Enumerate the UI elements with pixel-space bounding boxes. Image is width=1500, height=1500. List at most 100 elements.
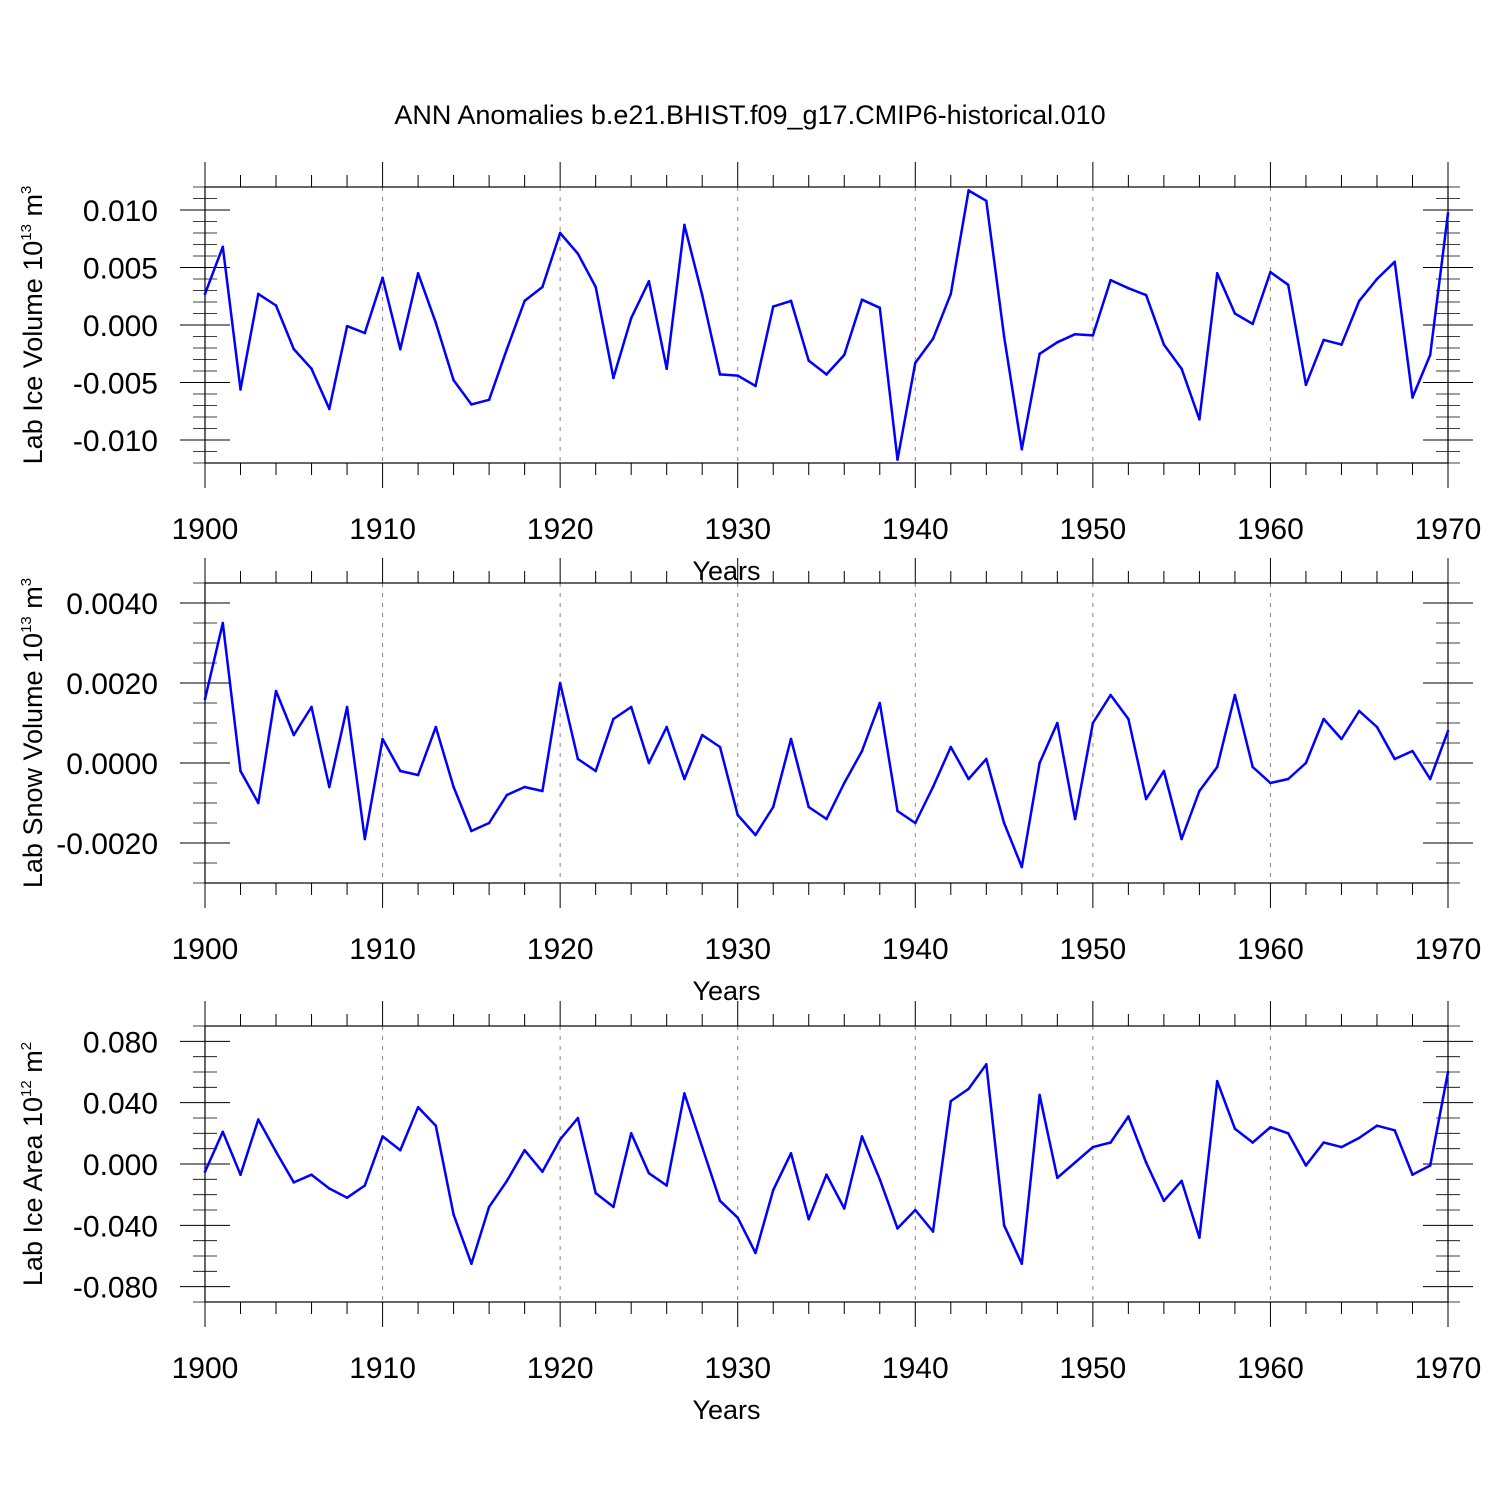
data-point [1091, 334, 1095, 337]
data-point [399, 1148, 402, 1152]
data-point [700, 1145, 704, 1149]
plot-frame [204, 186, 1449, 464]
data-point [1322, 717, 1325, 721]
data-point [1127, 1115, 1130, 1118]
data-point [665, 725, 668, 729]
data-point [256, 292, 260, 296]
data-point [931, 1230, 935, 1233]
data-point [1269, 270, 1272, 274]
data-point [399, 769, 402, 773]
y-axis-label: Lab Snow Volume 1013 m3 [18, 578, 48, 888]
x-tick-label: 1920 [527, 1352, 594, 1385]
data-point [807, 1217, 811, 1221]
data-point [860, 1135, 864, 1138]
data-point [1304, 383, 1308, 387]
data-point [771, 305, 775, 308]
data-point [221, 1130, 225, 1134]
data-point [1215, 1079, 1219, 1083]
data-point [523, 1148, 526, 1152]
data-point [1109, 1141, 1112, 1144]
y-tick-label: 0.0040 [66, 588, 158, 621]
data-point [1144, 797, 1148, 801]
data-point [416, 271, 420, 275]
data-point [878, 306, 882, 310]
data-point [470, 403, 473, 406]
data-point [647, 761, 651, 765]
data-point [1251, 765, 1254, 769]
data-point [452, 1213, 455, 1216]
data-point [1180, 837, 1183, 841]
x-tick-label: 1910 [349, 513, 416, 546]
data-point [203, 292, 207, 296]
data-point [771, 1188, 775, 1192]
x-tick-label: 1970 [1415, 1352, 1482, 1385]
x-tick-label: 1930 [704, 1352, 771, 1385]
data-point [700, 733, 704, 737]
data-point [896, 458, 899, 461]
data-point [576, 757, 580, 761]
data-point [1375, 277, 1379, 281]
data-point [1340, 737, 1343, 741]
data-point [789, 299, 793, 303]
series-line [203, 1063, 1450, 1265]
data-point [878, 701, 882, 705]
y-tick-label: 0.010 [83, 195, 158, 228]
data-point [985, 199, 988, 203]
data-point [434, 725, 438, 729]
data-point [825, 373, 828, 376]
series-line [203, 189, 1450, 461]
data-point [256, 1118, 260, 1121]
data-point [328, 785, 331, 789]
data-point [328, 1187, 331, 1190]
x-tick-label: 1900 [172, 1352, 239, 1385]
data-point [292, 1181, 296, 1184]
plot-frame [204, 1025, 1449, 1303]
data-point [718, 745, 722, 749]
data-point [505, 347, 509, 351]
data-point [1269, 781, 1272, 785]
y-tick-label: -0.0020 [56, 828, 158, 861]
data-point [896, 1227, 899, 1230]
data-point [1446, 729, 1450, 733]
data-point [1322, 338, 1325, 342]
panel-ice-volume: 1900 1910 1920 1930 1940 1950 1960 1970 -0.010 -0… [18, 162, 1481, 586]
data-point [487, 821, 491, 825]
x-tick-label: 1950 [1059, 513, 1126, 546]
data-point [1340, 343, 1343, 346]
data-point [807, 805, 811, 809]
y-tick-label: 0.040 [83, 1088, 158, 1121]
data-point [736, 374, 740, 377]
x-tick-label: 1930 [704, 513, 771, 546]
data-point [1251, 322, 1254, 326]
data-point [1091, 1145, 1095, 1149]
data-point [274, 1150, 278, 1154]
data-point [558, 1138, 562, 1141]
data-point [1198, 1236, 1201, 1239]
data-point [647, 280, 651, 283]
data-point [612, 1205, 615, 1209]
data-point [949, 1099, 953, 1103]
data-point [328, 407, 331, 411]
data-point [1056, 340, 1059, 344]
data-point [913, 1208, 917, 1212]
data-point [842, 781, 846, 785]
data-point [1322, 1141, 1325, 1144]
data-point [1215, 271, 1219, 275]
data-point [594, 769, 597, 773]
y-tick-label: 0.080 [83, 1026, 158, 1059]
data-point [1215, 765, 1219, 769]
data-point [789, 737, 793, 741]
data-point [1411, 749, 1414, 753]
data-point [647, 1171, 651, 1175]
data-point [1375, 1124, 1379, 1127]
y-tick-label: -0.080 [73, 1272, 158, 1305]
data-point [1233, 693, 1237, 697]
data-point [1002, 335, 1006, 338]
x-axis-label: Years [692, 556, 760, 586]
y-axis-label: Lab Ice Volume 1013 m3 [18, 186, 48, 465]
data-point [1393, 260, 1397, 264]
data-point [1286, 1132, 1290, 1135]
data-point [683, 1092, 686, 1095]
x-tick-label: 1960 [1237, 1352, 1304, 1385]
data-point [1091, 721, 1095, 725]
